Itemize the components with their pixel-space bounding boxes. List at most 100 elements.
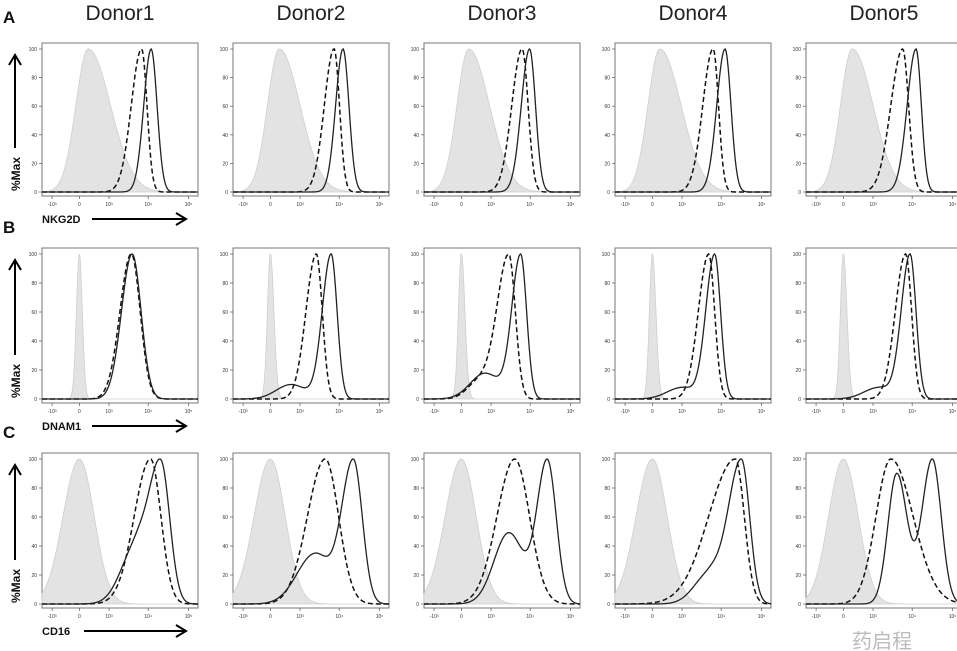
y-tick-label: 40 bbox=[413, 544, 419, 550]
row-letter-A: A bbox=[3, 8, 15, 27]
x-tick-label: -10³ bbox=[430, 202, 439, 208]
y-tick-label: 20 bbox=[222, 573, 228, 579]
x-tick-label: 10⁵ bbox=[567, 409, 575, 415]
y-tick-label: 40 bbox=[413, 339, 419, 345]
y-tick-label: 80 bbox=[604, 486, 610, 492]
x-tick-label: 10⁴ bbox=[335, 202, 343, 208]
y-tick-label: 80 bbox=[222, 281, 228, 287]
y-tick-label: 0 bbox=[416, 602, 419, 608]
x-tick-label: -10³ bbox=[812, 409, 821, 415]
y-arrow-head-icon bbox=[8, 53, 22, 66]
solid-histogram bbox=[42, 47, 198, 193]
y-tick-label: 20 bbox=[413, 368, 419, 374]
y-tick-label: 80 bbox=[31, 486, 37, 492]
y-tick-label: 80 bbox=[413, 486, 419, 492]
x-tick-label: 0 bbox=[78, 409, 81, 415]
row-letter-B: B bbox=[3, 218, 15, 237]
panel-C-donor1: 0 20 40 60 80 100 -10³ 0 10³ 10⁴ 10⁵ bbox=[29, 452, 199, 620]
solid-histogram bbox=[423, 252, 580, 400]
y-axis-label: %Max bbox=[9, 364, 23, 398]
histogram-panels: 0 20 40 60 80 100 -10³ 0 10³ 10⁴ 10⁵ 0 20 40 60 80 100 -1… bbox=[29, 42, 957, 620]
y-axis-label: %Max bbox=[9, 157, 23, 191]
x-tick-label: 10⁴ bbox=[144, 614, 152, 620]
y-tick-label: 20 bbox=[604, 573, 610, 579]
x-tick-label: 10⁴ bbox=[144, 202, 152, 208]
panel-B-donor5: 0 20 40 60 80 100 -10³ 0 10³ 10⁴ 10⁵ bbox=[793, 247, 957, 415]
x-tick-label: 0 bbox=[269, 614, 272, 620]
solid-histogram bbox=[806, 458, 957, 605]
solid-histogram bbox=[615, 48, 771, 193]
y-tick-label: 60 bbox=[31, 310, 37, 316]
x-tick-label: -10³ bbox=[812, 614, 821, 620]
x-tick-label: 10⁴ bbox=[717, 614, 725, 620]
y-tick-label: 80 bbox=[795, 281, 801, 287]
x-tick-label: 10⁴ bbox=[526, 202, 534, 208]
plot-frame bbox=[614, 247, 772, 404]
x-tick-label: 10⁴ bbox=[526, 409, 534, 415]
x-tick-label: 10³ bbox=[296, 409, 304, 415]
x-tick-label: 10⁴ bbox=[335, 614, 343, 620]
x-tick-label: 10⁴ bbox=[335, 409, 343, 415]
x-tick-label: 0 bbox=[78, 614, 81, 620]
y-tick-label: 0 bbox=[34, 190, 37, 196]
y-tick-label: 60 bbox=[604, 515, 610, 521]
plot-frame bbox=[805, 247, 957, 404]
x-tick-label: -10³ bbox=[430, 409, 439, 415]
y-tick-label: 60 bbox=[604, 310, 610, 316]
y-arrow-head-icon bbox=[8, 463, 22, 476]
x-tick-label: 10³ bbox=[869, 614, 877, 620]
y-tick-label: 60 bbox=[222, 310, 228, 316]
y-tick-label: 60 bbox=[795, 310, 801, 316]
x-tick-label: -10³ bbox=[239, 409, 248, 415]
x-tick-label: 10⁵ bbox=[758, 409, 766, 415]
y-tick-label: 80 bbox=[413, 281, 419, 287]
panel-B-donor3: 0 20 40 60 80 100 -10³ 0 10³ 10⁴ 10⁵ bbox=[411, 247, 581, 415]
x-tick-label: 0 bbox=[842, 614, 845, 620]
y-tick-label: 0 bbox=[416, 397, 419, 403]
x-tick-label: 10⁵ bbox=[185, 409, 193, 415]
x-tick-label: 10⁵ bbox=[185, 614, 193, 620]
y-tick-label: 60 bbox=[413, 515, 419, 521]
y-tick-label: 60 bbox=[222, 515, 228, 521]
solid-histogram bbox=[424, 47, 580, 193]
y-tick-label: 100 bbox=[220, 252, 229, 258]
x-tick-label: 10³ bbox=[869, 409, 877, 415]
y-tick-label: 60 bbox=[222, 104, 228, 110]
panel-C-donor5: 0 20 40 60 80 100 -10³ 0 10³ 10⁴ 10⁵ bbox=[793, 452, 957, 620]
y-tick-label: 40 bbox=[222, 339, 228, 345]
y-tick-label: 0 bbox=[798, 602, 801, 608]
panel-A-donor1: 0 20 40 60 80 100 -10³ 0 10³ 10⁴ 10⁵ bbox=[29, 42, 199, 208]
solid-histogram bbox=[615, 458, 772, 605]
y-tick-label: 0 bbox=[34, 397, 37, 403]
y-tick-label: 60 bbox=[795, 515, 801, 521]
y-tick-label: 100 bbox=[602, 47, 611, 53]
plot-frame bbox=[232, 247, 390, 404]
y-tick-label: 80 bbox=[222, 486, 228, 492]
x-tick-label: 10⁴ bbox=[717, 409, 725, 415]
x-tick-label: -10³ bbox=[48, 409, 57, 415]
x-tick-label: 10⁴ bbox=[144, 409, 152, 415]
x-tick-label: -10³ bbox=[621, 409, 630, 415]
panel-C-donor3: 0 20 40 60 80 100 -10³ 0 10³ 10⁴ 10⁵ bbox=[411, 452, 581, 620]
y-tick-label: 20 bbox=[413, 573, 419, 579]
y-tick-label: 20 bbox=[795, 161, 801, 167]
x-tick-label: 0 bbox=[651, 614, 654, 620]
x-tick-label: 10³ bbox=[487, 614, 495, 620]
y-tick-label: 40 bbox=[795, 544, 801, 550]
x-tick-label: 10³ bbox=[296, 202, 304, 208]
y-tick-label: 20 bbox=[604, 368, 610, 374]
x-axis-marker-nkg2d: NKG2D bbox=[42, 214, 81, 226]
x-tick-label: -10³ bbox=[621, 614, 630, 620]
y-tick-label: 40 bbox=[31, 339, 37, 345]
solid-histogram bbox=[806, 48, 957, 193]
isotype-histogram bbox=[41, 458, 198, 605]
y-tick-label: 40 bbox=[795, 339, 801, 345]
x-tick-label: 10³ bbox=[296, 614, 304, 620]
x-tick-label: 10⁵ bbox=[376, 409, 384, 415]
y-tick-label: 80 bbox=[31, 76, 37, 82]
x-tick-label: -10³ bbox=[239, 202, 248, 208]
x-tick-label: 10⁴ bbox=[526, 614, 534, 620]
x-tick-label: 10³ bbox=[869, 202, 877, 208]
solid-histogram bbox=[233, 47, 389, 193]
